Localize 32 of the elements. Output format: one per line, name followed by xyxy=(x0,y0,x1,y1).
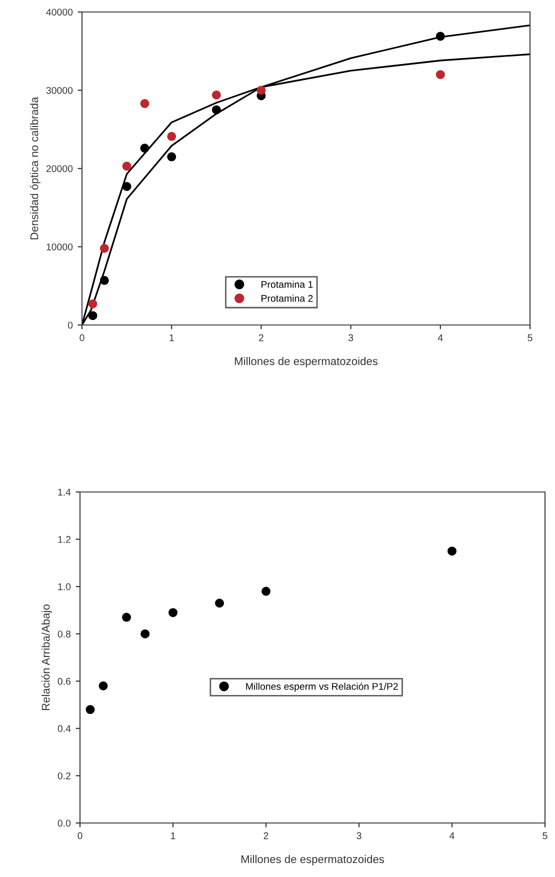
x-tick-label: 2 xyxy=(264,832,268,840)
y-axis-title: Densidad óptica no calibrada xyxy=(30,96,40,240)
y-tick-label: 10000 xyxy=(46,243,73,250)
x-tick-label: 1 xyxy=(171,832,176,840)
y-tick-label: 0.0 xyxy=(58,820,71,827)
x-tick-label: 2 xyxy=(258,334,264,342)
y-tick-label: 0.4 xyxy=(58,725,71,732)
x-axis-title: Millones de espermatozoides xyxy=(241,854,384,866)
x-tick-label: 4 xyxy=(438,334,443,342)
legend-label: Protamina 2 xyxy=(262,294,313,302)
x-tick-label: 3 xyxy=(348,334,354,342)
y-tick-label: 1.0 xyxy=(58,583,71,590)
x-tick-label: 5 xyxy=(542,832,548,840)
y-tick-label: 0.8 xyxy=(58,630,71,638)
y-tick-label: 0.2 xyxy=(58,772,70,780)
y-tick-label: 0.6 xyxy=(58,678,71,685)
x-tick-label: 0 xyxy=(80,334,84,342)
y-tick-label: 40000 xyxy=(46,8,73,16)
legend-label: Protamina 1 xyxy=(262,280,313,288)
y-axis-title: Relación Arriba/Abajo xyxy=(41,604,52,710)
x-tick-label: 0 xyxy=(78,832,82,840)
x-tick-label: 4 xyxy=(450,832,454,840)
y-tick-label: 1.2 xyxy=(58,536,70,543)
x-axis-title: Millones de espermatozoides xyxy=(234,356,378,368)
y-tick-label: 1.4 xyxy=(58,488,71,496)
x-tick-label: 5 xyxy=(528,334,532,342)
y-tick-label: 30000 xyxy=(46,86,73,94)
x-tick-label: 3 xyxy=(356,832,362,840)
x-tick-label: 1 xyxy=(170,334,174,342)
y-tick-label: 0 xyxy=(68,322,73,329)
y-tick-label: 20000 xyxy=(46,165,73,172)
legend-label: Millones esperm vs Relación P1/P2 xyxy=(246,682,398,692)
